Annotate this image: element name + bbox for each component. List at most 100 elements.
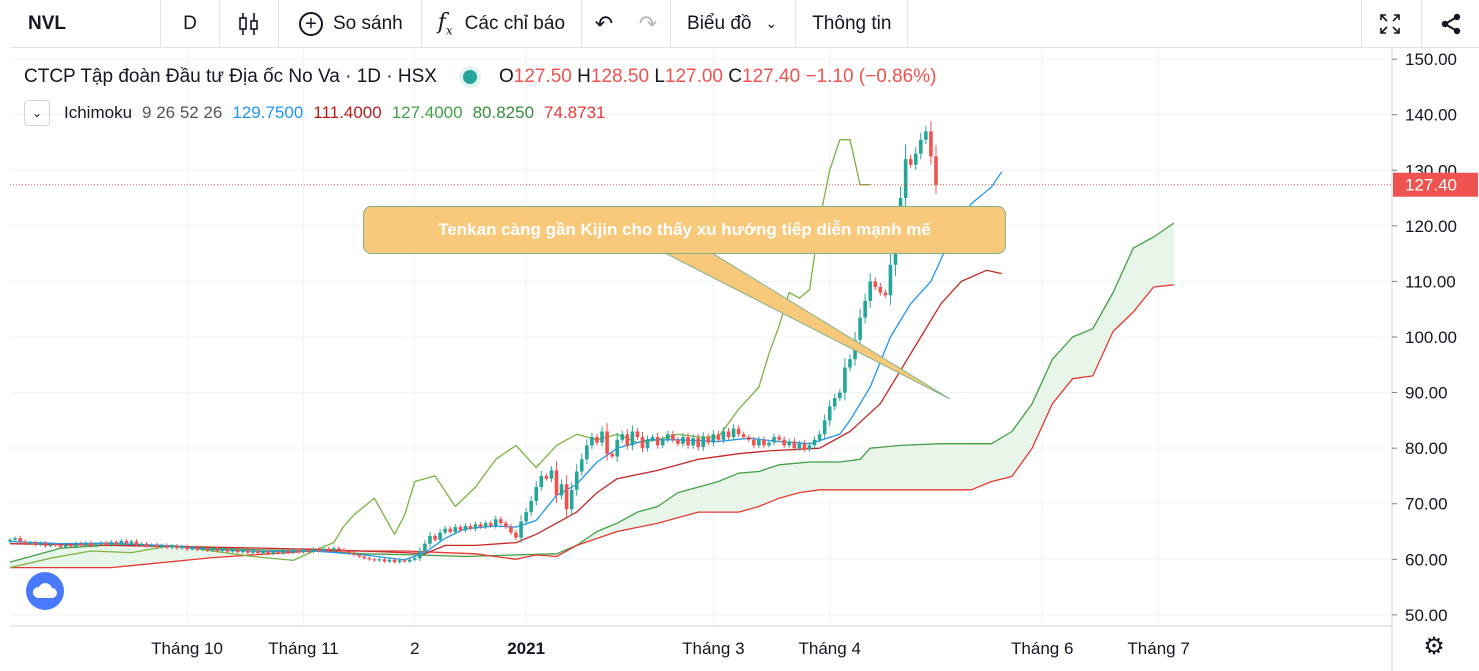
bar-style-button[interactable] [220, 0, 278, 48]
cloud-segment [789, 463, 795, 496]
candle-body [741, 434, 746, 438]
cloud-segment [1097, 310, 1103, 365]
cloud-logo-icon[interactable] [26, 572, 64, 610]
candle-body [109, 542, 113, 545]
redo-button[interactable]: ↷ [626, 0, 670, 48]
candle-body [276, 552, 280, 554]
settings-gear-icon[interactable]: ⚙ [1423, 632, 1445, 660]
chart-type-dropdown[interactable]: Biểu đồ ⌄ [671, 0, 795, 48]
candle-body [271, 552, 275, 554]
collapse-toggle-button[interactable]: ⌄ [24, 100, 50, 126]
cloud-segment [839, 461, 845, 490]
cloud-segment [1163, 226, 1169, 286]
candle-body [913, 153, 918, 165]
indicator-value-tenkan: 129.7500 [232, 103, 304, 122]
price-tick-label: 50.00 [1405, 606, 1448, 625]
cloud-segment [804, 462, 810, 492]
cloud-segment [192, 547, 198, 560]
candle-body [650, 437, 655, 440]
candle-body [281, 550, 286, 554]
candle-body [453, 527, 458, 533]
share-button[interactable] [1421, 0, 1479, 48]
cloud-segment [121, 544, 127, 567]
candle-body [463, 525, 468, 531]
cloud-segment [1133, 245, 1139, 312]
cloud-segment [116, 544, 122, 568]
candle-body [246, 550, 250, 553]
cloud-segment [1128, 248, 1134, 317]
candle-body [504, 523, 508, 528]
interval-button[interactable]: D [161, 0, 219, 48]
cloud-segment [667, 496, 673, 521]
candle-body [635, 431, 640, 438]
undo-button[interactable]: ↶ [582, 0, 626, 48]
candle-body [620, 434, 625, 440]
cloud-segment [703, 484, 709, 513]
cloud-segment [951, 443, 957, 490]
cloud-segment [1072, 334, 1078, 379]
candle-body [579, 459, 584, 472]
indicator-name[interactable]: Ichimoku [64, 103, 133, 122]
indicator-value-kijun: 111.4000 [313, 103, 382, 122]
candle-body [640, 437, 645, 449]
candle-body [205, 548, 210, 551]
compare-button[interactable]: + So sánh [279, 0, 421, 48]
cloud-segment [738, 472, 744, 513]
candle-body [731, 428, 736, 438]
market-status-icon[interactable] [462, 70, 477, 84]
cloud-segment [1138, 242, 1144, 306]
cloud-segment [1118, 270, 1124, 327]
symbol-search-button[interactable]: NVL [10, 0, 160, 48]
candle-body [600, 431, 604, 443]
candle-body [726, 431, 731, 438]
cloud-segment [910, 444, 916, 490]
candle-body [316, 549, 321, 551]
info-button[interactable]: Thông tin [796, 0, 907, 48]
cloud-segment [693, 487, 699, 514]
candle-body [53, 544, 58, 546]
price-tick-label: 70.00 [1405, 495, 1448, 514]
cloud-segment [1001, 434, 1007, 479]
cloud-segment [905, 444, 911, 490]
share-icon [1441, 13, 1460, 35]
redo-icon: ↷ [638, 10, 658, 36]
cloud-segment [743, 472, 749, 511]
cloud-segment [1168, 223, 1174, 286]
cloud-segment [682, 489, 689, 517]
cloud-segment [166, 545, 172, 563]
annotation-callout[interactable]: Tenkan càng gần Kijin cho thấy xu hướng … [363, 206, 1006, 254]
cloud-segment [182, 546, 188, 561]
fullscreen-button[interactable] [1361, 0, 1417, 48]
cloud-segment [30, 555, 36, 568]
candle-body [311, 549, 316, 552]
cloud-segment [141, 545, 147, 565]
candle-body [499, 519, 503, 524]
candle-body [924, 131, 928, 140]
candle-body [554, 470, 559, 496]
cloud-segment [748, 471, 754, 510]
candle-body [170, 545, 174, 548]
candle-body [210, 548, 215, 551]
cloud-segment [627, 514, 633, 530]
price-tick-label: 140.00 [1405, 106, 1457, 125]
indicators-label: Các chỉ báo [464, 12, 566, 34]
cloud-segment [961, 443, 967, 490]
cloud-segment [607, 525, 613, 535]
candle-body [8, 539, 12, 542]
candle-body [240, 550, 245, 553]
cloud-segment [688, 488, 694, 515]
candle-body [337, 548, 341, 550]
indicators-button[interactable]: fx Các chỉ báo [422, 0, 581, 48]
kijun-sen-line [9, 269, 1002, 555]
candle-body [838, 392, 842, 399]
legend-exchange: HSX [397, 66, 437, 87]
cloud-segment [1108, 292, 1114, 343]
cloud-segment [698, 485, 704, 513]
candle-body [701, 437, 706, 448]
candle-body [509, 527, 513, 533]
function-icon: fx [437, 9, 453, 38]
candle-body [529, 500, 533, 513]
cloud-segment [429, 551, 436, 556]
fullscreen-icon [1379, 14, 1400, 34]
